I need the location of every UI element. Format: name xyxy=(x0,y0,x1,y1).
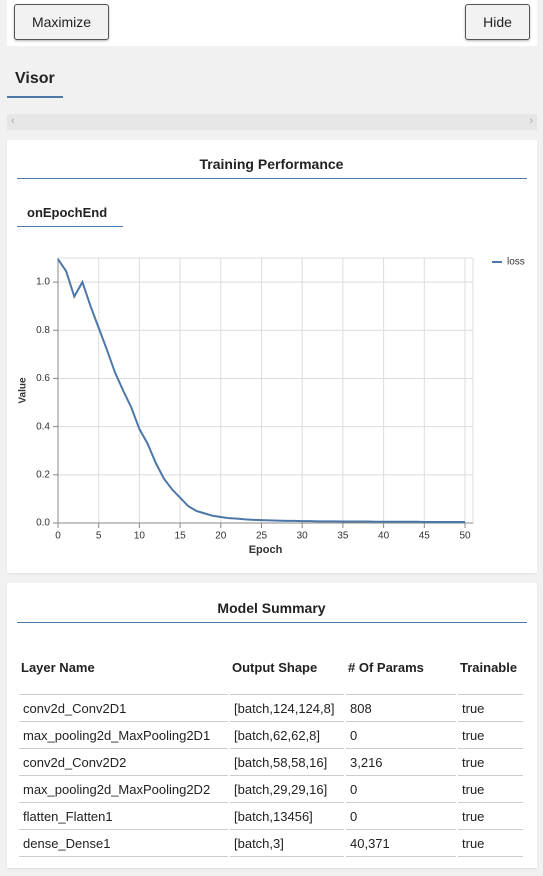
y-tick-label: 0.8 xyxy=(36,325,50,336)
table-row: conv2d_Conv2D1 [batch,124,124,8] 808 true xyxy=(19,695,523,722)
table-row: max_pooling2d_MaxPooling2D1 [batch,62,62,… xyxy=(19,722,523,749)
x-axis-label: Epoch xyxy=(249,544,283,556)
x-tick-label: 5 xyxy=(96,531,102,542)
table-cell: true xyxy=(458,830,523,857)
hide-button[interactable]: Hide xyxy=(465,4,530,40)
table-cell: max_pooling2d_MaxPooling2D2 xyxy=(19,776,228,803)
header-cell: Trainable xyxy=(458,640,523,695)
y-tick-label: 0.6 xyxy=(36,373,50,384)
tab-underline xyxy=(7,96,63,98)
table-row: dense_Dense1 [batch,3] 40,371 true xyxy=(19,830,523,857)
legend-label: loss xyxy=(507,257,525,268)
table-cell: 3,216 xyxy=(346,749,456,776)
y-tick-label: 0.4 xyxy=(36,421,50,432)
table-cell: flatten_Flatten1 xyxy=(19,803,228,830)
x-tick-label: 25 xyxy=(256,531,268,542)
x-tick-label: 20 xyxy=(215,531,227,542)
table-cell: max_pooling2d_MaxPooling2D1 xyxy=(19,722,228,749)
table-cell: 0 xyxy=(346,803,456,830)
x-tick-label: 0 xyxy=(55,531,61,542)
table-cell: true xyxy=(458,776,523,803)
x-tick-label: 50 xyxy=(459,531,471,542)
header-row: Layer Name Output Shape # Of Params Trai… xyxy=(19,640,523,695)
table-row: max_pooling2d_MaxPooling2D2 [batch,29,29,… xyxy=(19,776,523,803)
table-title: Model Summary xyxy=(217,600,326,616)
table-cell: 0 xyxy=(346,776,456,803)
y-tick-label: 0.0 xyxy=(36,518,50,529)
table-cell: dense_Dense1 xyxy=(19,830,228,857)
table-cell: conv2d_Conv2D2 xyxy=(19,749,228,776)
visor-tab[interactable]: Visor xyxy=(15,70,55,87)
y-tick-label: 1.0 xyxy=(36,277,50,288)
table-title-rule xyxy=(17,622,527,623)
table-cell: conv2d_Conv2D1 xyxy=(19,695,228,722)
table-cell: [batch,62,62,8] xyxy=(230,722,344,749)
table-cell: true xyxy=(458,722,523,749)
x-tick-label: 40 xyxy=(378,531,390,542)
model-summary-table: Layer Name Output Shape # Of Params Trai… xyxy=(17,640,525,857)
top-bar: Maximize Hide xyxy=(7,0,537,46)
table-cell: true xyxy=(458,803,523,830)
maximize-button[interactable]: Maximize xyxy=(14,4,109,40)
table-cell: [batch,124,124,8] xyxy=(230,695,344,722)
x-tick-label: 35 xyxy=(337,531,349,542)
table-cell: [batch,13456] xyxy=(230,803,344,830)
table-cell: true xyxy=(458,695,523,722)
header-cell: Layer Name xyxy=(19,640,228,695)
chart-tab[interactable]: onEpochEnd xyxy=(27,205,108,220)
chart-tab-underline xyxy=(17,226,123,227)
x-tick-label: 10 xyxy=(134,531,146,542)
table-cell: [batch,3] xyxy=(230,830,344,857)
table-cell: 40,371 xyxy=(346,830,456,857)
header-cell: Output Shape xyxy=(230,640,344,695)
table-row: flatten_Flatten1 [batch,13456] 0 true xyxy=(19,803,523,830)
table-row: conv2d_Conv2D2 [batch,58,58,16] 3,216 true xyxy=(19,749,523,776)
table-cell: [batch,29,29,16] xyxy=(230,776,344,803)
x-tick-label: 45 xyxy=(419,531,431,542)
plot-frame xyxy=(57,257,474,524)
table-cell: true xyxy=(458,749,523,776)
table-card xyxy=(7,583,537,868)
chart: 0.0 0.2 0.4 0.6 0.8 1.0 0 5 10 15 20 25 30 35 40 45 50 Ep… xyxy=(18,257,525,556)
scrollbar[interactable]: ‹ › xyxy=(7,114,537,130)
chart-card xyxy=(7,140,537,573)
table-cell: 808 xyxy=(346,695,456,722)
x-tick-label: 30 xyxy=(297,531,309,542)
table-cell: 0 xyxy=(346,722,456,749)
y-axis-label: Value xyxy=(18,377,29,404)
table-cell: [batch,58,58,16] xyxy=(230,749,344,776)
title-rule xyxy=(17,178,527,179)
loss-line xyxy=(57,258,465,524)
header-cell: # Of Params xyxy=(346,640,456,695)
y-tick-label: 0.2 xyxy=(36,469,50,480)
x-tick-label: 15 xyxy=(175,531,187,542)
section-title: Training Performance xyxy=(199,156,344,172)
